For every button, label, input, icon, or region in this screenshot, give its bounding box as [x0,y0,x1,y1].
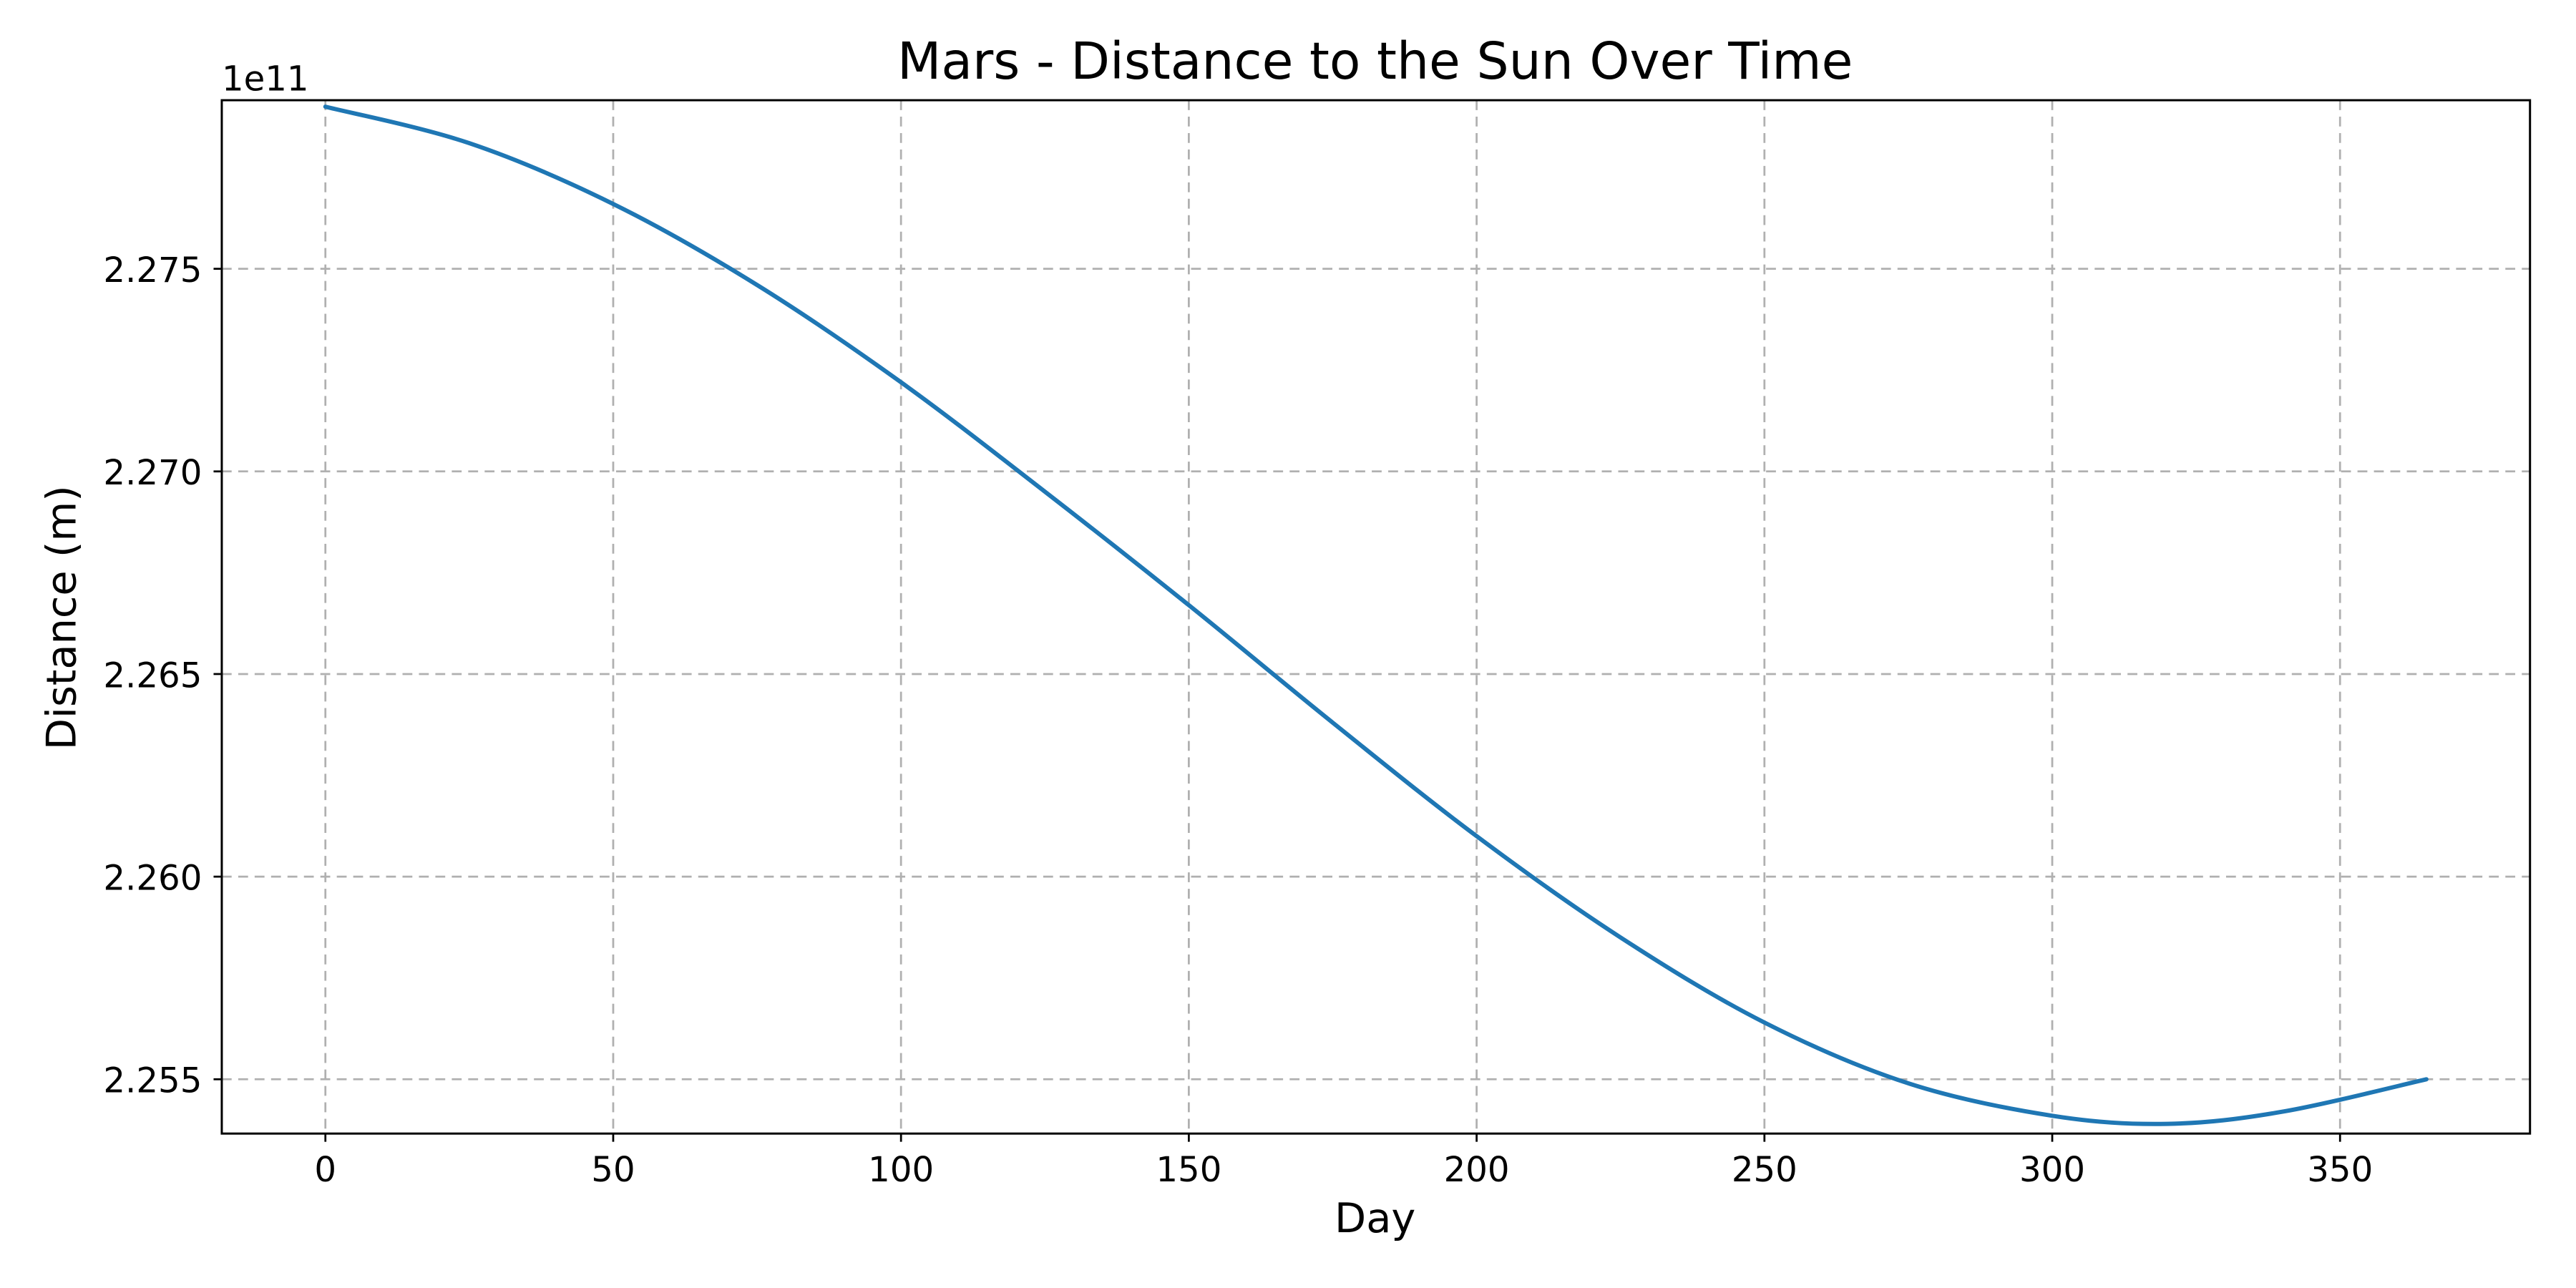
y-offset-label: 1e11 [222,59,309,99]
chart-title: Mars - Distance to the Sun Over Time [897,31,1853,91]
y-tick-label: 2.270 [103,453,202,493]
y-axis-label: Distance (m) [38,485,86,750]
plot-frame [220,99,2532,1135]
x-tick-label: 250 [1732,1150,1797,1190]
x-tick-label: 0 [314,1150,336,1190]
y-tick-label: 2.255 [103,1061,202,1101]
x-tick-label: 300 [2019,1150,2085,1190]
x-tick-label: 200 [1444,1150,1510,1190]
y-tick-label: 2.265 [103,655,202,696]
x-axis-label: Day [1335,1194,1415,1242]
series [323,104,2429,1126]
x-tick-label: 150 [1156,1150,1221,1190]
ticks: 0 50 100 150 200 250 300 350 2.255 2.260 2.265 2.27… [103,250,2373,1190]
y-tick-label: 2.275 [103,250,202,291]
grid [221,100,2530,1134]
x-tick-label: 50 [591,1150,635,1190]
y-tick-label: 2.260 [103,859,202,899]
x-tick-label: 100 [868,1150,934,1190]
series-line [323,104,2429,1126]
x-tick-label: 350 [2307,1150,2373,1190]
